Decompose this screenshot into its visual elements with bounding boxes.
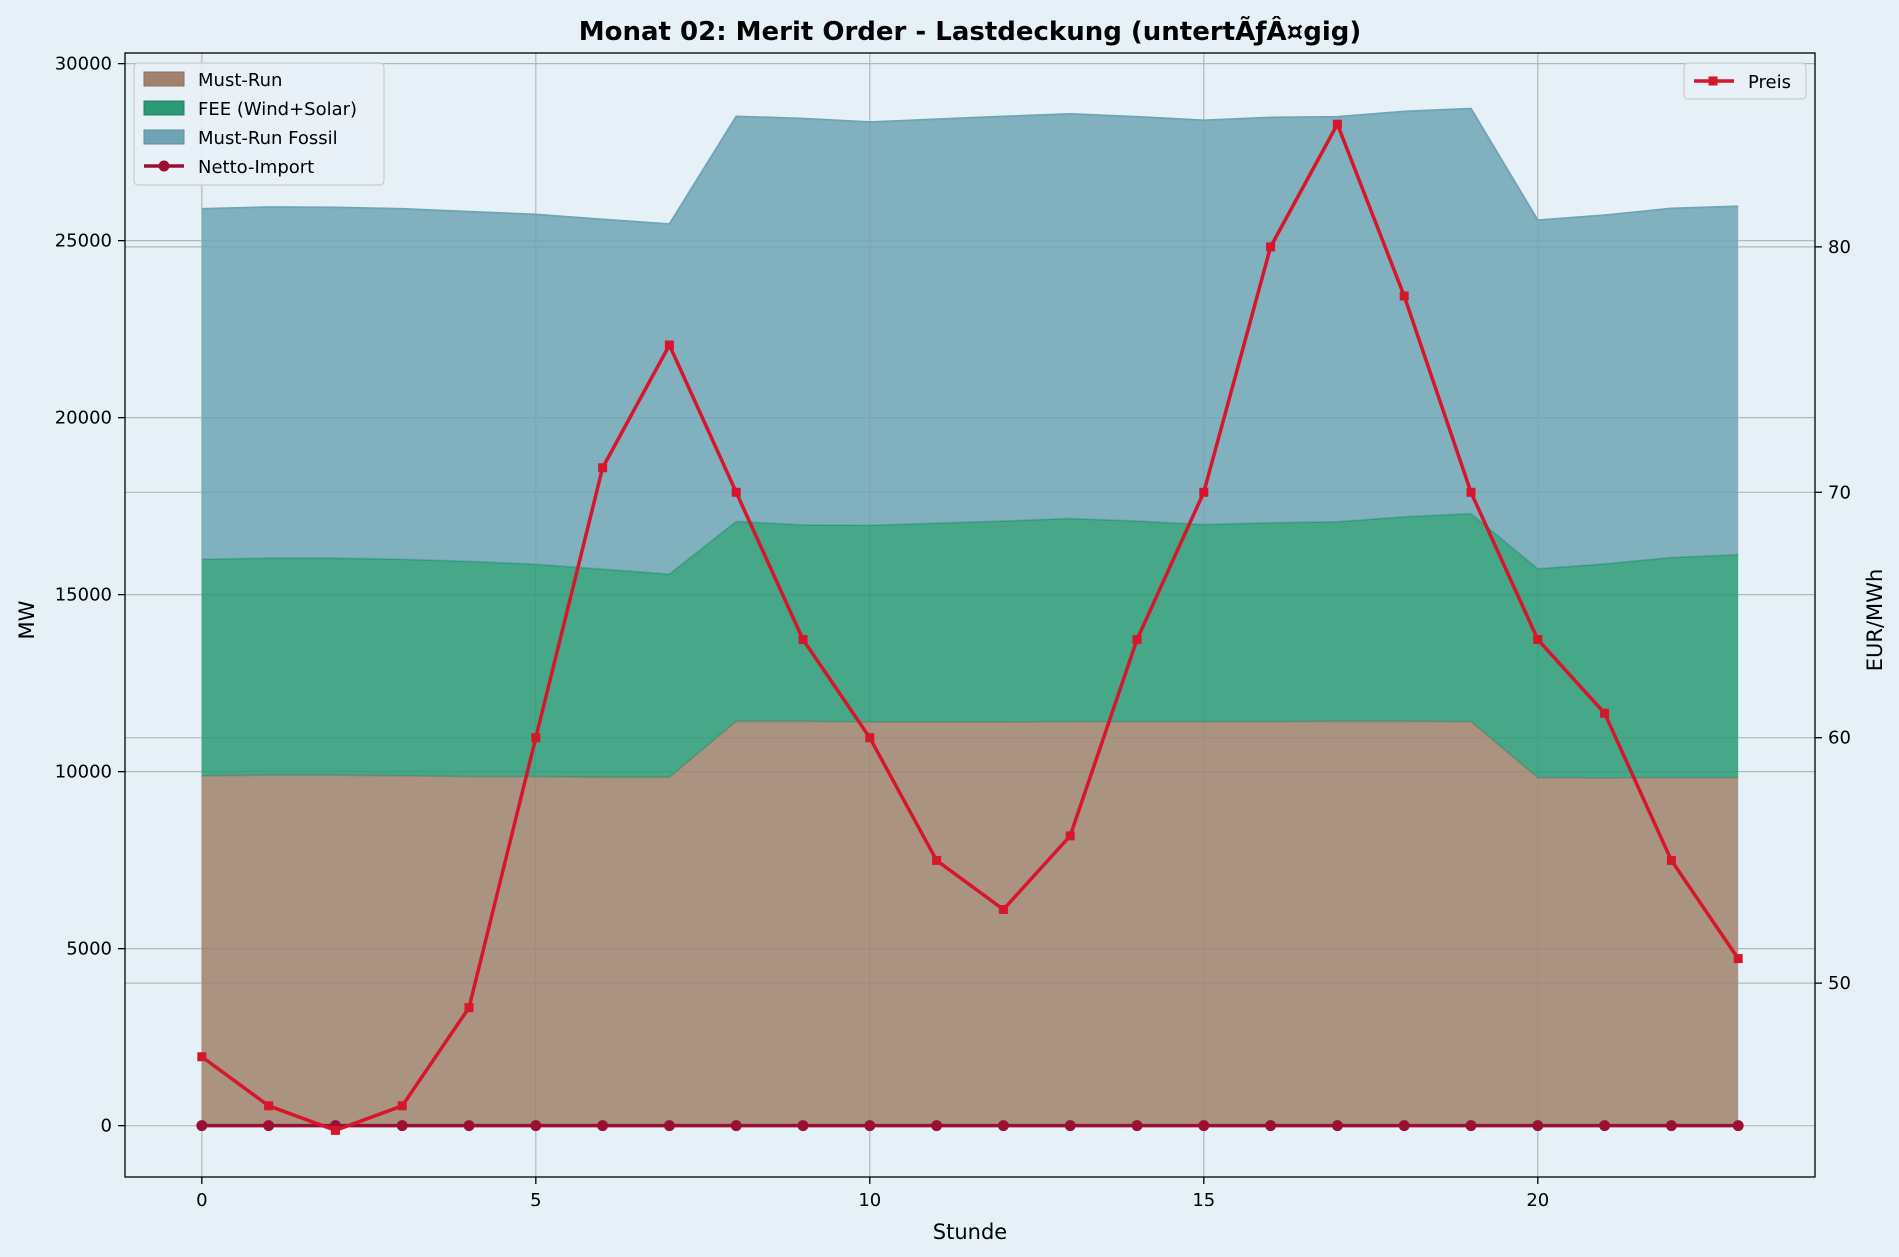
point-netto-import-11 <box>931 1120 943 1132</box>
point-netto-import-6 <box>597 1120 609 1132</box>
point-netto-import-13 <box>1064 1120 1076 1132</box>
y-axis-label: MW <box>15 600 39 639</box>
line-series <box>196 119 1744 1135</box>
point-preis-18 <box>1399 291 1409 301</box>
x-tick-label-5: 5 <box>530 1190 541 1211</box>
x-tick-label-0: 0 <box>196 1190 207 1211</box>
legend-label-must-run-fossil: Must-Run Fossil <box>198 128 338 149</box>
plot-frame <box>124 52 1816 1178</box>
point-preis-6 <box>598 463 608 473</box>
point-preis-2 <box>330 1125 340 1135</box>
point-preis-5 <box>531 733 541 743</box>
point-preis-19 <box>1466 487 1476 497</box>
point-netto-import-20 <box>1532 1120 1544 1132</box>
point-netto-import-22 <box>1665 1120 1677 1132</box>
x-tick-label-10: 10 <box>858 1190 881 1211</box>
legend-label-netto-import: Netto-Import <box>198 157 314 178</box>
chart-title: Monat 02: Merit Order - Lastdeckung (unt… <box>579 15 1362 47</box>
point-preis-17 <box>1332 119 1342 129</box>
area-must-run-fossil <box>201 108 1739 575</box>
legend-swatch-must-run <box>143 71 185 87</box>
stacked-areas <box>201 107 1739 1126</box>
point-preis-1 <box>264 1101 274 1111</box>
point-netto-import-21 <box>1599 1120 1611 1132</box>
point-netto-import-9 <box>797 1120 809 1132</box>
point-netto-import-15 <box>1198 1120 1210 1132</box>
point-preis-7 <box>664 340 674 350</box>
y2-tick-label-60: 60 <box>1828 728 1851 749</box>
point-preis-21 <box>1600 708 1610 718</box>
area-must-run <box>201 721 1739 1126</box>
point-netto-import-16 <box>1265 1120 1277 1132</box>
y2-tick-label-80: 80 <box>1828 237 1851 258</box>
point-netto-import-8 <box>730 1120 742 1132</box>
legend-swatch-must-run-fossil <box>143 129 185 145</box>
y-tick-label-20000: 20000 <box>55 408 112 429</box>
point-preis-16 <box>1266 242 1276 252</box>
legend-label-preis: Preis <box>1748 72 1791 93</box>
y-tick-label-25000: 25000 <box>55 231 112 252</box>
legend-left: Must-Run FEE (Wind+Solar) Must-Run Fossi… <box>133 62 385 186</box>
point-preis-22 <box>1666 855 1676 865</box>
point-preis-3 <box>397 1101 407 1111</box>
point-preis-14 <box>1132 635 1142 645</box>
point-preis-23 <box>1733 954 1743 964</box>
point-netto-import-14 <box>1131 1120 1143 1132</box>
point-netto-import-7 <box>663 1120 675 1132</box>
point-preis-0 <box>197 1052 207 1062</box>
point-netto-import-12 <box>997 1120 1009 1132</box>
y2-axis-ticks: 50 60 70 80 <box>1815 237 1851 994</box>
point-netto-import-18 <box>1398 1120 1410 1132</box>
legend-marker-preis <box>1708 76 1718 86</box>
y2-tick-label-70: 70 <box>1828 482 1851 503</box>
area-fee-wind-solar- <box>201 513 1739 779</box>
point-netto-import-4 <box>463 1120 475 1132</box>
area-edge-2 <box>201 107 1739 225</box>
y-tick-label-10000: 10000 <box>55 762 112 783</box>
legend-right: Preis <box>1683 62 1807 100</box>
x-tick-label-20: 20 <box>1526 1190 1549 1211</box>
legend-right-frame <box>1683 62 1807 100</box>
y-tick-label-15000: 15000 <box>55 585 112 606</box>
x-axis-label: Stunde <box>933 1220 1007 1244</box>
y-tick-label-30000: 30000 <box>55 54 112 75</box>
point-preis-11 <box>932 855 942 865</box>
line-preis <box>200 122 1740 1133</box>
y-tick-label-5000: 5000 <box>66 939 112 960</box>
point-preis-15 <box>1199 487 1209 497</box>
x-axis-ticks: 0 5 10 15 20 <box>196 1177 1549 1211</box>
point-preis-13 <box>1065 831 1075 841</box>
point-netto-import-5 <box>530 1120 542 1132</box>
point-netto-import-19 <box>1465 1120 1477 1132</box>
legend-left-frame <box>133 62 385 186</box>
point-netto-import-23 <box>1732 1120 1744 1132</box>
point-preis-8 <box>731 487 741 497</box>
point-preis-4 <box>464 1003 474 1013</box>
legend-swatch-fee <box>143 100 185 116</box>
point-preis-12 <box>998 904 1008 914</box>
point-preis-10 <box>865 733 875 743</box>
y-tick-label-0: 0 <box>101 1116 112 1137</box>
point-preis-9 <box>798 635 808 645</box>
legend-marker-netto-import <box>158 160 170 172</box>
point-netto-import-17 <box>1331 1120 1343 1132</box>
legend-label-fee: FEE (Wind+Solar) <box>198 99 357 120</box>
x-tick-label-15: 15 <box>1192 1190 1215 1211</box>
point-netto-import-10 <box>864 1120 876 1132</box>
point-netto-import-3 <box>396 1120 408 1132</box>
y2-axis-label: EUR/MWh <box>1863 569 1887 672</box>
point-netto-import-0 <box>196 1120 208 1132</box>
point-preis-20 <box>1533 635 1543 645</box>
y2-tick-label-50: 50 <box>1828 973 1851 994</box>
y-axis-ticks: 0 5000 10000 15000 20000 25000 30000 <box>55 54 125 1137</box>
point-netto-import-1 <box>263 1120 275 1132</box>
legend-label-must-run: Must-Run <box>198 70 282 91</box>
